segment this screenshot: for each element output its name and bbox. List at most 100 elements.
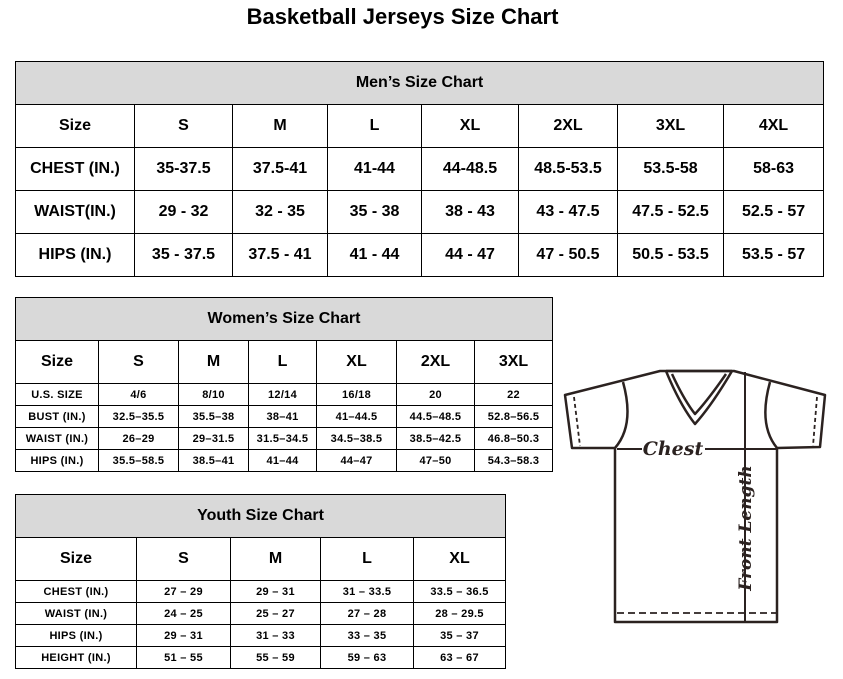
value-cell: 59 – 63 xyxy=(320,646,414,669)
table-row: HIPS (IN.) 35.5–58.5 38.5–41 41–44 44–47 47–5… xyxy=(15,449,554,472)
men-header-cell: L xyxy=(327,104,422,148)
row-label: HEIGHT (IN.) xyxy=(15,646,137,669)
value-cell: 26–29 xyxy=(98,427,179,450)
row-label: BUST (IN.) xyxy=(15,405,99,428)
value-cell: 35 - 38 xyxy=(327,190,422,234)
row-label: CHEST (IN.) xyxy=(15,580,137,603)
table-row: WAIST (IN.) 24 – 25 25 – 27 27 – 28 28 – 29.… xyxy=(15,602,507,625)
value-cell: 43 - 47.5 xyxy=(518,190,618,234)
value-cell: 63 – 67 xyxy=(412,646,507,669)
row-label: HIPS (IN.) xyxy=(15,449,99,472)
value-cell: 38–41 xyxy=(248,405,317,428)
value-cell: 4/6 xyxy=(98,383,179,406)
value-cell: 32.5–35.5 xyxy=(98,405,179,428)
men-header-cell: 4XL xyxy=(722,104,825,148)
men-header-cell: M xyxy=(232,104,328,148)
value-cell: 51 – 55 xyxy=(136,646,231,669)
youth-size-table: Youth Size Chart Size S M L XL CHEST (IN.) 27 –… xyxy=(14,494,507,669)
value-cell: 37.5-41 xyxy=(232,147,328,191)
youth-header-cell: XL xyxy=(412,537,507,581)
value-cell: 35-37.5 xyxy=(134,147,233,191)
value-cell: 31 – 33 xyxy=(230,624,321,647)
value-cell: 25 – 27 xyxy=(230,602,321,625)
value-cell: 53.5-58 xyxy=(617,147,724,191)
table-row: HIPS (IN.) 35 - 37.5 37.5 - 41 41 - 44 44 - … xyxy=(15,233,825,277)
value-cell: 35.5–58.5 xyxy=(98,449,179,472)
value-cell: 35 – 37 xyxy=(412,624,507,647)
value-cell: 38.5–41 xyxy=(178,449,249,472)
table-row: U.S. SIZE 4/6 8/10 12/14 16/18 20 22 xyxy=(15,383,554,406)
value-cell: 35 - 37.5 xyxy=(134,233,233,277)
value-cell: 38.5–42.5 xyxy=(396,427,475,450)
front-length-label: Front Length xyxy=(736,465,756,591)
value-cell: 31.5–34.5 xyxy=(248,427,317,450)
value-cell: 41–44.5 xyxy=(316,405,397,428)
women-header-cell: M xyxy=(178,340,249,384)
value-cell: 32 - 35 xyxy=(232,190,328,234)
men-header-cell: 2XL xyxy=(518,104,618,148)
youth-header-cell: L xyxy=(320,537,414,581)
men-header-cell: Size xyxy=(15,104,135,148)
jersey-diagram: Chest Front Length xyxy=(563,369,827,624)
value-cell: 47.5 - 52.5 xyxy=(617,190,724,234)
value-cell: 44-48.5 xyxy=(421,147,519,191)
value-cell: 58-63 xyxy=(722,147,825,191)
row-label: HIPS (IN.) xyxy=(15,624,137,647)
women-header-cell: XL xyxy=(316,340,397,384)
youth-header-cell: Size xyxy=(15,537,137,581)
right-armhole xyxy=(764,381,778,449)
men-header-cell: XL xyxy=(421,104,519,148)
value-cell: 27 – 28 xyxy=(320,602,414,625)
womens-size-table: Women’s Size Chart Size S M L XL 2XL 3XL U.S. SI… xyxy=(14,297,554,472)
value-cell: 38 - 43 xyxy=(421,190,519,234)
value-cell: 27 – 29 xyxy=(136,580,231,603)
chest-label: Chest xyxy=(643,438,704,460)
value-cell: 50.5 - 53.5 xyxy=(617,233,724,277)
value-cell: 44.5–48.5 xyxy=(396,405,475,428)
value-cell: 16/18 xyxy=(316,383,397,406)
women-header-cell: S xyxy=(98,340,179,384)
women-header-cell: L xyxy=(248,340,317,384)
value-cell: 31 – 33.5 xyxy=(320,580,414,603)
value-cell: 54.3–58.3 xyxy=(473,449,554,472)
left-armhole xyxy=(614,381,629,449)
table-row: WAIST(IN.) 29 - 32 32 - 35 35 - 38 38 - 43 43… xyxy=(15,190,825,234)
men-table-caption: Men’s Size Chart xyxy=(14,61,825,105)
value-cell: 29–31.5 xyxy=(178,427,249,450)
value-cell: 44 - 47 xyxy=(421,233,519,277)
value-cell: 41 - 44 xyxy=(327,233,422,277)
value-cell: 34.5–38.5 xyxy=(316,427,397,450)
value-cell: 22 xyxy=(473,383,554,406)
value-cell: 35.5–38 xyxy=(178,405,249,428)
value-cell: 41-44 xyxy=(327,147,422,191)
value-cell: 33 – 35 xyxy=(320,624,414,647)
row-label: WAIST(IN.) xyxy=(15,190,135,234)
table-row: CHEST (IN.) 35-37.5 37.5-41 41-44 44-48.5 48.… xyxy=(15,147,825,191)
row-label: CHEST (IN.) xyxy=(15,147,135,191)
women-header-cell: Size xyxy=(15,340,99,384)
row-label: U.S. SIZE xyxy=(15,383,99,406)
row-label: WAIST (IN.) xyxy=(15,427,99,450)
table-row: BUST (IN.) 32.5–35.5 35.5–38 38–41 41–44.5 44… xyxy=(15,405,554,428)
value-cell: 12/14 xyxy=(248,383,317,406)
value-cell: 53.5 - 57 xyxy=(722,233,825,277)
value-cell: 52.5 - 57 xyxy=(722,190,825,234)
value-cell: 44–47 xyxy=(316,449,397,472)
value-cell: 47 - 50.5 xyxy=(518,233,618,277)
jersey-outline xyxy=(563,369,827,624)
men-header-cell: S xyxy=(134,104,233,148)
youth-header-cell: M xyxy=(230,537,321,581)
value-cell: 24 – 25 xyxy=(136,602,231,625)
mens-size-table: Men’s Size Chart Size S M L XL 2XL 3XL 4XL CHEST … xyxy=(14,61,825,277)
table-row: HIPS (IN.) 29 – 31 31 – 33 33 – 35 35 – 37 xyxy=(15,624,507,647)
value-cell: 33.5 – 36.5 xyxy=(412,580,507,603)
value-cell: 37.5 - 41 xyxy=(232,233,328,277)
collar xyxy=(664,369,734,426)
value-cell: 29 – 31 xyxy=(230,580,321,603)
men-header-cell: 3XL xyxy=(617,104,724,148)
value-cell: 8/10 xyxy=(178,383,249,406)
youth-table-caption: Youth Size Chart xyxy=(14,494,507,538)
value-cell: 47–50 xyxy=(396,449,475,472)
women-table-caption: Women’s Size Chart xyxy=(14,297,554,341)
value-cell: 55 – 59 xyxy=(230,646,321,669)
